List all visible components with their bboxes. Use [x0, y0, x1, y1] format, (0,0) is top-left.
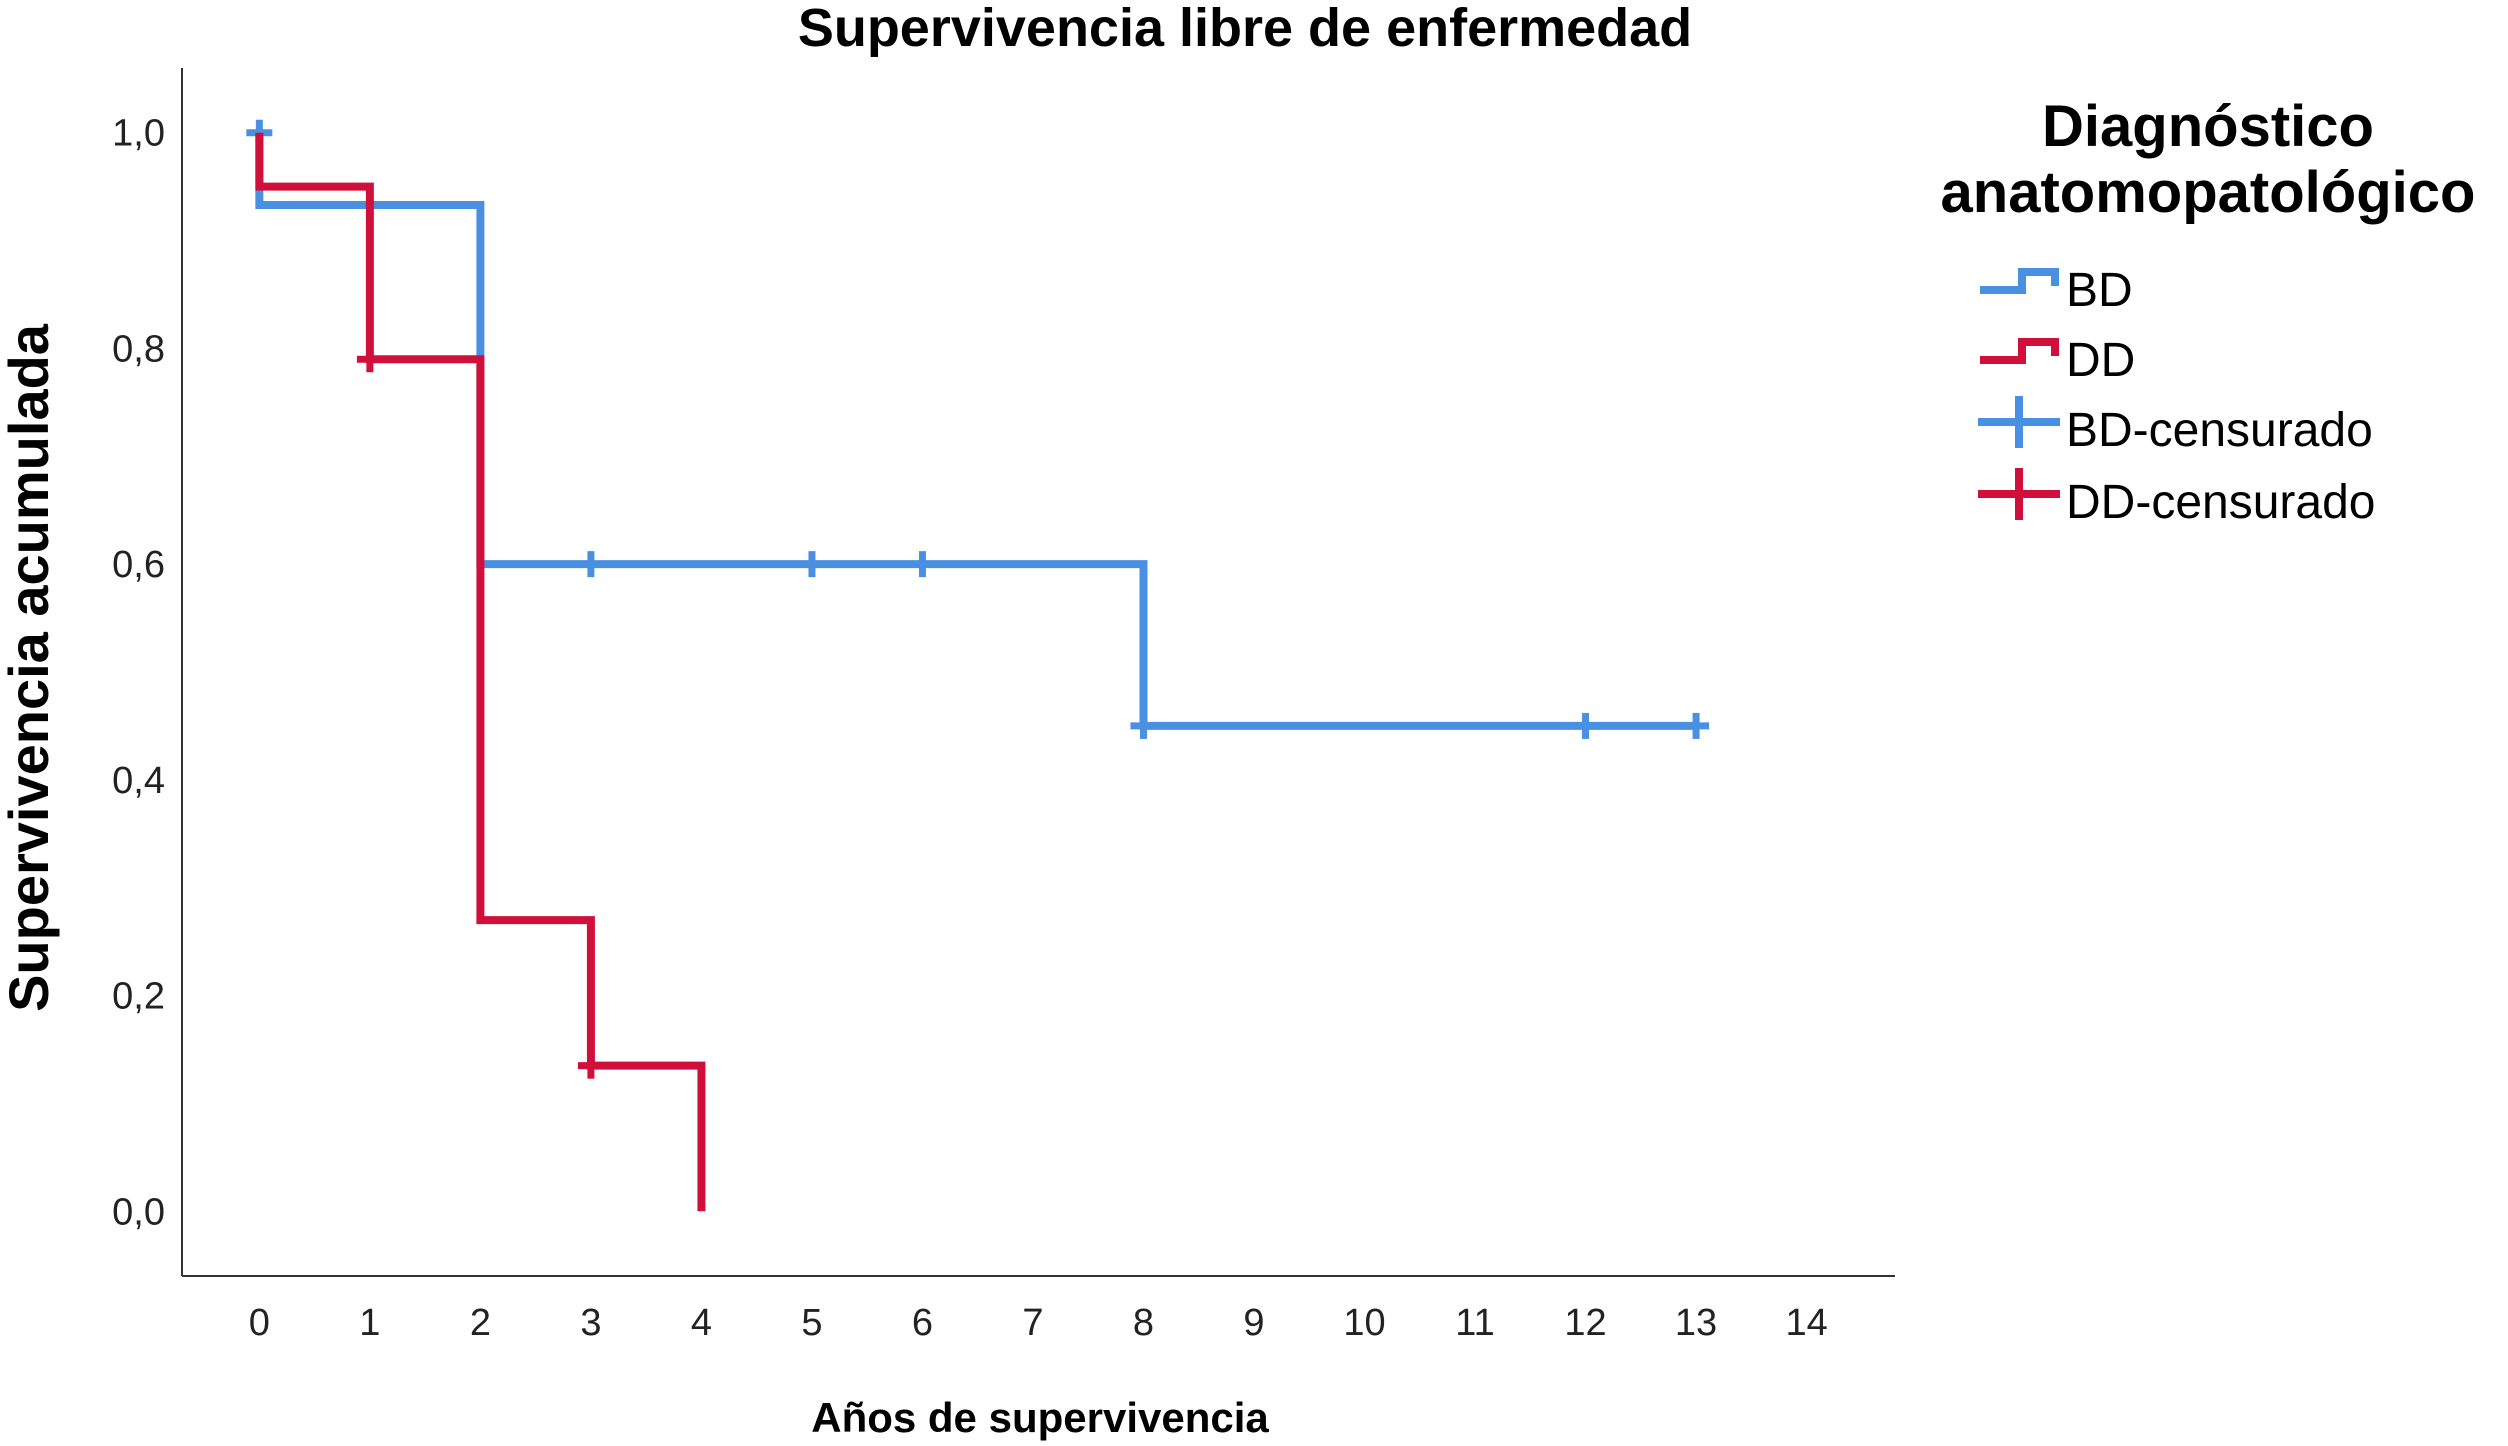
axes — [181, 68, 1895, 1277]
x-tick-label: 5 — [801, 1302, 822, 1344]
legend-step-symbol — [1980, 338, 2059, 364]
series-bd-censor-mark — [1572, 712, 1599, 739]
legend-step-symbol — [1980, 268, 2059, 294]
x-tick-label: 14 — [1785, 1302, 1827, 1344]
series-dd-line — [255, 132, 706, 1212]
series-bd-censor-mark — [909, 551, 936, 578]
x-axis-title: Años de supervivencia — [811, 1394, 1269, 1441]
y-tick-label: 1,0 — [112, 113, 165, 155]
series-bd-censor-mark — [798, 551, 825, 578]
legend-entry-bd: BD — [1980, 264, 2133, 317]
legend-entry-dd-censurado: DD-censurado — [1978, 468, 2375, 529]
x-tick-label: 10 — [1343, 1302, 1385, 1344]
x-tick-label: 6 — [912, 1302, 933, 1344]
x-tick-label: 0 — [249, 1302, 270, 1344]
y-tick-label: 0,8 — [112, 328, 165, 370]
x-tick-label: 1 — [359, 1302, 380, 1344]
legend-label: DD-censurado — [2066, 476, 2375, 529]
series-bd-censor-mark — [1130, 712, 1157, 739]
y-tick-label: 0,6 — [112, 544, 165, 586]
legend-label: BD-censurado — [2066, 404, 2373, 457]
series-dd-censor-mark — [577, 1052, 604, 1079]
series-layer — [246, 119, 1710, 1212]
legend-title-line-1: Diagnóstico — [2042, 94, 2374, 159]
series-bd-censor-mark — [1683, 712, 1710, 739]
x-tick-label: 3 — [580, 1302, 601, 1344]
y-axis-title: Supervivencia acumulada — [0, 323, 60, 1012]
legend-entry-bd-censurado: BD-censurado — [1978, 396, 2373, 457]
y-tick-label: 0,4 — [112, 760, 165, 802]
series-bd-censor-mark — [577, 551, 604, 578]
legend-title-line-2: anatomopatológico — [1941, 160, 2476, 225]
x-tick-label: 9 — [1243, 1302, 1264, 1344]
x-tick-label: 8 — [1133, 1302, 1154, 1344]
chart-title: Supervivencia libre de enfermedad — [798, 0, 1692, 58]
x-tick-label: 13 — [1675, 1302, 1717, 1344]
legend: Diagnóstico anatomopatológico BD DD BD-cen… — [1941, 94, 2476, 529]
x-tick-label: 4 — [691, 1302, 712, 1344]
x-tick-label: 7 — [1022, 1302, 1043, 1344]
legend-entry-dd: DD — [1980, 334, 2135, 387]
series-dd-censor-mark — [356, 346, 383, 373]
x-axis-ticks: 0 1 2 3 4 5 6 7 8 9 10 11 12 13 14 — [249, 1302, 1828, 1344]
y-tick-label: 0,0 — [112, 1191, 165, 1233]
x-tick-label: 12 — [1564, 1302, 1606, 1344]
x-tick-label: 11 — [1455, 1302, 1494, 1344]
series-bd-line — [255, 132, 1697, 730]
y-axis-ticks: 0,0 0,2 0,4 0,6 0,8 1,0 — [112, 113, 165, 1234]
legend-label: BD — [2066, 264, 2133, 317]
legend-label: DD — [2066, 334, 2135, 387]
y-tick-label: 0,2 — [112, 976, 165, 1018]
x-tick-label: 2 — [470, 1302, 491, 1344]
